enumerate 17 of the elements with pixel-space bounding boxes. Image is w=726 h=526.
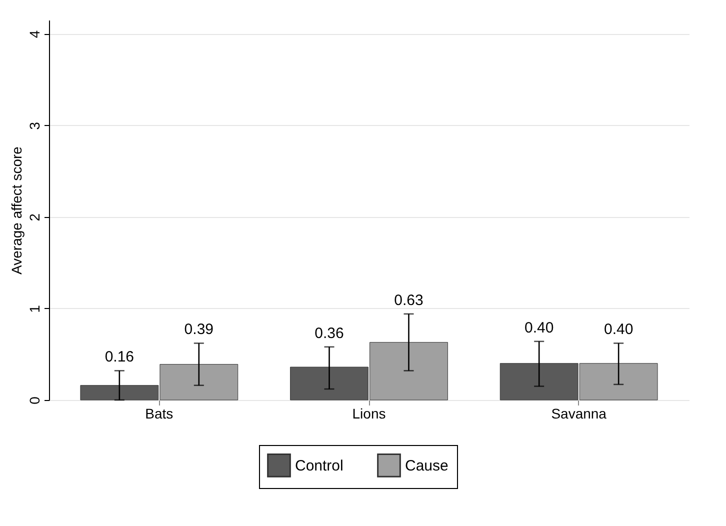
data-label: 0.40 — [524, 319, 554, 336]
data-label: 0.63 — [394, 292, 424, 309]
y-tick-label: 4 — [26, 30, 42, 38]
data-label: 0.40 — [604, 321, 634, 338]
y-axis-title: Average affect score — [8, 146, 24, 274]
data-label: 0.39 — [184, 321, 214, 338]
y-tick-label: 3 — [26, 122, 42, 130]
x-tick-label: Savanna — [551, 406, 607, 422]
legend-label: Cause — [405, 457, 448, 474]
y-tick-label: 2 — [26, 213, 42, 222]
x-tick-label: Lions — [352, 406, 386, 422]
y-tick-label: 1 — [26, 304, 42, 313]
y-tick-label: 0 — [26, 396, 42, 404]
x-tick-label: Bats — [145, 406, 174, 422]
legend-label: Control — [295, 457, 344, 474]
data-label: 0.16 — [104, 348, 134, 366]
data-label: 0.36 — [314, 324, 344, 342]
